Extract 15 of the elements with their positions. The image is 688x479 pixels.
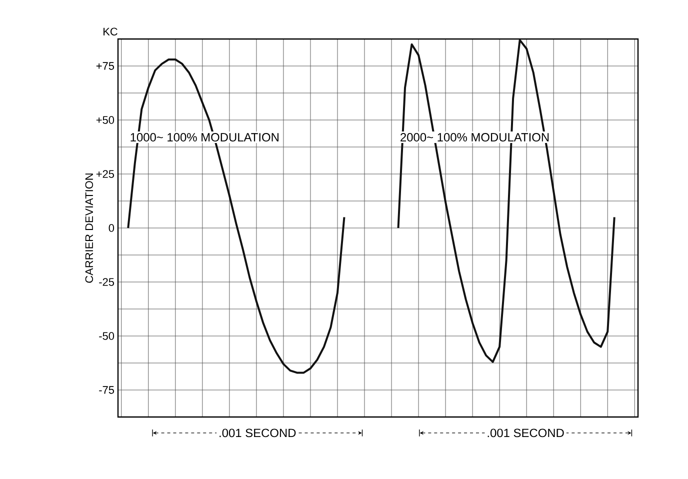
line-series — [127, 58, 346, 374]
y-tick-label: -50 — [99, 332, 114, 340]
y-axis-title: CARRIER DEVIATION — [85, 174, 94, 283]
series-label: 2000~ 100% MODULATION — [400, 133, 549, 142]
text: KC — [104, 28, 118, 36]
line-series — [397, 39, 616, 363]
y-tick-label: 0 — [108, 224, 114, 232]
text: .001 SECOND — [220, 428, 296, 438]
text: .001 SECOND — [488, 428, 564, 438]
y-tick-label: +50 — [96, 116, 114, 124]
series-label: 1000~ 100% MODULATION — [130, 133, 278, 142]
y-tick-label: +25 — [96, 170, 114, 178]
y-tick-label: -25 — [99, 278, 114, 286]
y-tick-label: +75 — [96, 62, 114, 70]
y-tick-label: -75 — [99, 386, 114, 394]
